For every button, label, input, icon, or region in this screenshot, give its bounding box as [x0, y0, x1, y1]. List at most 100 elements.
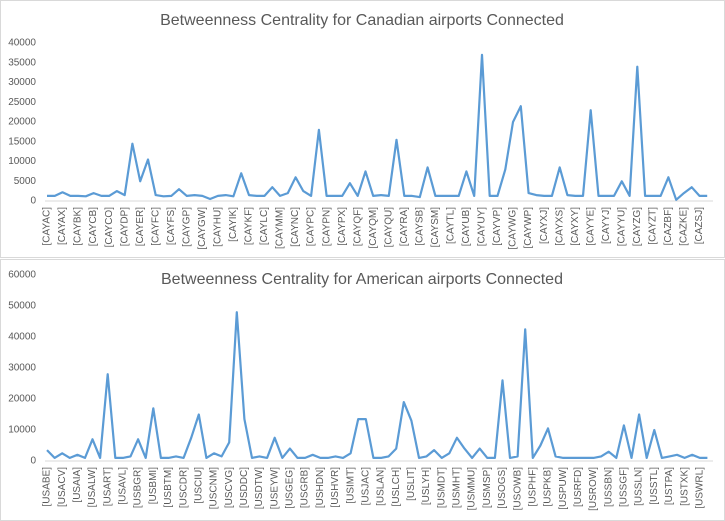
line-series [46, 311, 708, 459]
x-tick-label: [USPHF] [527, 467, 538, 507]
x-tick-label: [USJAC] [360, 467, 371, 506]
y-tick-label: 20000 [8, 117, 36, 128]
y-tick-label: 15000 [8, 136, 36, 147]
y-tick-label: 0 [30, 456, 36, 467]
x-tick-label: [CAYAC] [42, 207, 53, 246]
y-tick-label: 25000 [8, 97, 36, 108]
x-tick-label: [CAYSM] [430, 207, 441, 248]
panel [0, 259, 725, 521]
x-tick-label: [USLAN] [376, 467, 387, 506]
x-tick-label: [CAYDP] [119, 207, 130, 246]
y-tick-label: 50000 [8, 301, 36, 312]
y-tick-label: 10000 [8, 425, 36, 436]
x-tick-label: [CAYBK] [73, 207, 84, 246]
x-tick-label: [CAYZT] [648, 207, 659, 245]
x-tick-label: [CAYLC] [259, 207, 270, 245]
x-tick-label: [CAYFS] [166, 207, 177, 245]
x-tick-label: [USWRL] [694, 467, 705, 509]
y-tick-label: 40000 [8, 332, 36, 343]
x-tick-label: [CAYTL] [446, 207, 457, 244]
x-tick-label: [USDTW] [254, 467, 265, 509]
x-tick-label: [USAIA] [72, 467, 83, 503]
x-tick-label: [CAYQM] [368, 207, 379, 249]
x-tick-label: [CAYMM] [275, 207, 286, 249]
x-tick-label: [USCVG] [224, 467, 235, 508]
x-tick-label: [USBGR] [133, 467, 144, 508]
x-tick-label: [CAZKE] [679, 207, 690, 246]
chart-title: Betweenness Centrality for American airp… [161, 271, 563, 288]
y-tick-label: 30000 [8, 77, 36, 88]
x-tick-label: [USHVR] [330, 467, 341, 508]
y-tick-label: 60000 [8, 270, 36, 281]
x-tick-label: [USMMU] [467, 467, 478, 511]
x-tick-label: [USSBN] [603, 467, 614, 507]
x-tick-label: [CAYER] [135, 207, 146, 246]
x-tick-label: [USRFD] [573, 467, 584, 507]
x-tick-label: [CAYGW] [197, 207, 208, 250]
x-tick-label: [USGRB] [300, 467, 311, 508]
x-tick-label: [CAYGP] [181, 207, 192, 247]
x-tick-label: [CAYYU] [616, 207, 627, 246]
panel [0, 0, 725, 258]
x-tick-label: [USBTM] [163, 467, 174, 508]
x-tick-label: [USROW] [588, 467, 599, 511]
x-tick-label: [CAYCB] [88, 207, 99, 246]
x-tick-label: [CAYXS] [554, 207, 565, 246]
x-tick-label: [USBMI] [148, 467, 159, 504]
x-tick-label: [CAYHU] [213, 207, 224, 247]
y-tick-label: 20000 [8, 394, 36, 405]
x-tick-label: [USACV] [57, 467, 68, 507]
y-tick-label: 40000 [8, 38, 36, 49]
x-tick-label: [USPUW] [558, 467, 569, 510]
x-tick-label: [CAYUY] [477, 207, 488, 246]
x-tick-label: [CAYQF] [352, 207, 363, 246]
x-tick-label: [USEYW] [269, 467, 280, 509]
y-tick-label: 30000 [8, 363, 36, 374]
x-tick-label: [USLYH] [421, 467, 432, 505]
x-tick-label: [CAYFC] [150, 207, 161, 246]
x-tick-label: [USSTL] [649, 467, 660, 505]
x-tick-label: [CAYXJ] [539, 207, 550, 244]
x-tick-label: [CAYZG] [632, 207, 643, 246]
x-tick-label: [USABE] [42, 467, 53, 507]
x-tick-label: [USTPA] [664, 467, 675, 505]
x-tick-label: [USSLN] [634, 467, 645, 506]
x-tick-label: [CAYPX] [337, 207, 348, 246]
x-tick-label: [CAYYE] [585, 207, 596, 246]
x-tick-label: [USLIT] [406, 467, 417, 501]
x-tick-label: [USOWB] [512, 467, 523, 511]
x-tick-label: [CAYQU] [383, 207, 394, 248]
x-tick-label: [USHDN] [315, 467, 326, 508]
x-tick-label: [USCNM] [209, 467, 220, 509]
x-tick-label: [USIMT] [345, 467, 356, 504]
y-tick-label: 35000 [8, 57, 36, 68]
x-tick-label: [USART] [102, 467, 113, 506]
x-tick-label: [CAYNC] [290, 207, 301, 247]
x-tick-label: [USSGF] [619, 467, 630, 507]
x-tick-label: [CAYPC] [306, 207, 317, 246]
x-tick-label: [USMHT] [452, 467, 463, 508]
x-tick-label: [USMSP] [482, 467, 493, 508]
x-tick-label: [USMDT] [436, 467, 447, 508]
x-tick-label: [CAYVP] [492, 207, 503, 246]
x-tick-label: [USPKB] [543, 467, 554, 507]
x-tick-label: [USCIU] [193, 467, 204, 504]
x-tick-label: [CAYYJ] [601, 207, 612, 244]
line-series [47, 53, 708, 201]
x-tick-label: [USOGS] [497, 467, 508, 509]
x-tick-label: [CAYSB] [414, 207, 425, 246]
x-tick-label: [CAYKF] [244, 207, 255, 245]
y-tick-label: 10000 [8, 156, 36, 167]
x-tick-label: [CAYUB] [461, 207, 472, 246]
x-tick-label: [CAYPN] [321, 207, 332, 246]
x-tick-label: [CAYAX] [57, 207, 68, 245]
y-tick-label: 0 [30, 196, 36, 207]
y-tick-label: 5000 [14, 176, 37, 187]
x-tick-label: [USGEG] [285, 467, 296, 509]
x-tick-label: [USDDC] [239, 467, 250, 508]
x-tick-label: [USCDR] [178, 467, 189, 508]
x-tick-label: [CAYXY] [570, 207, 581, 246]
x-tick-label: [CAZBF] [663, 207, 674, 246]
x-tick-label: [USALW] [87, 467, 98, 508]
